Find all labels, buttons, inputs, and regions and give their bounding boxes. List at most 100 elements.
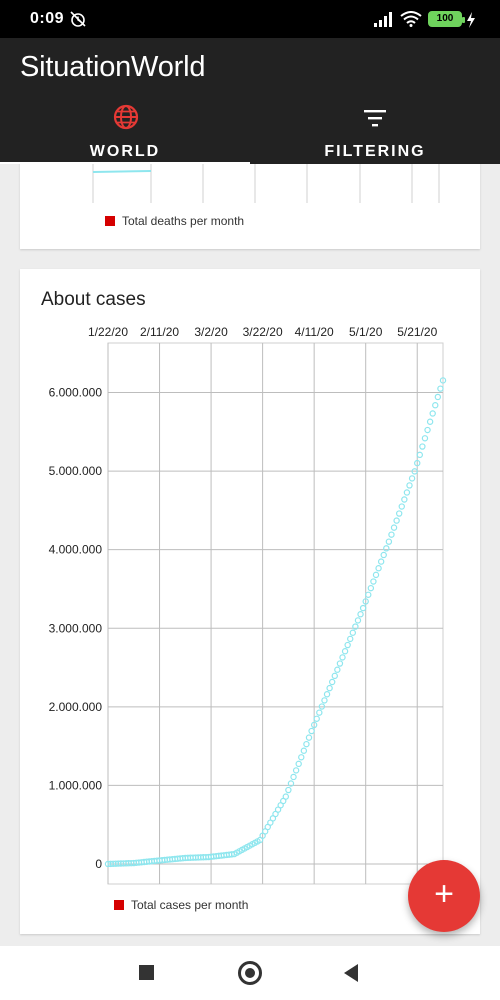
filter-icon (364, 110, 386, 127)
data-point (303, 740, 310, 748)
x-tick-label: 5/1/20 (349, 325, 383, 339)
data-point (313, 715, 320, 722)
home-button[interactable] (238, 961, 262, 985)
data-point (295, 760, 302, 768)
data-point (305, 734, 313, 741)
data-point (341, 648, 349, 655)
cases-legend: Total cases per month (114, 898, 248, 912)
y-tick-label: 6.000.000 (49, 386, 103, 400)
signal-icon (374, 12, 392, 27)
back-button[interactable] (344, 964, 358, 982)
data-point (411, 468, 418, 475)
globe-icon (113, 104, 139, 130)
data-point (352, 623, 359, 630)
data-point (331, 672, 338, 680)
x-tick-label: 3/2/20 (194, 325, 228, 339)
y-tick-label: 3.000.000 (49, 621, 103, 635)
data-point (339, 654, 346, 661)
cases-chart: 1/22/20 2/11/20 3/2/20 3/22/20 4/11/20 5/1/20… (49, 325, 447, 885)
card-title: About cases (41, 289, 146, 310)
data-point (308, 727, 315, 735)
data-point (370, 578, 377, 585)
x-tick-label: 2/11/20 (140, 325, 179, 339)
data-point (380, 551, 387, 559)
legend-marker (105, 216, 115, 226)
cases-legend-label: Total cases per month (131, 898, 249, 912)
y-tick-label: 5.000.000 (49, 464, 103, 478)
data-point (328, 678, 336, 686)
data-point (437, 385, 444, 392)
data-point (385, 538, 393, 545)
y-tick-label: 0 (95, 857, 102, 871)
data-point (321, 697, 328, 704)
tab-world-label: WORLD (89, 143, 161, 160)
app-title: SituationWorld (20, 51, 206, 83)
data-point (326, 684, 333, 692)
data-point (318, 703, 326, 710)
data-point (408, 475, 416, 482)
data-point (310, 721, 318, 729)
data-point (375, 565, 382, 572)
data-point (395, 510, 403, 517)
data-point (388, 531, 395, 538)
data-point (434, 393, 442, 401)
wifi-icon (400, 11, 422, 27)
charging-icon (467, 12, 475, 28)
data-point (401, 496, 408, 503)
x-tick-label: 3/22/20 (243, 325, 283, 339)
data-point (414, 459, 421, 467)
data-point (367, 584, 375, 592)
app-bar: SituationWorld WORLD FILTERING (0, 38, 500, 164)
deaths-chart-grid (92, 164, 440, 203)
data-point (300, 747, 308, 754)
data-point (349, 629, 357, 636)
data-point (377, 558, 385, 565)
system-nav-bar (0, 946, 500, 1000)
y-tick-label: 4.000.000 (49, 543, 103, 557)
data-point (429, 410, 436, 417)
data-point (439, 377, 447, 384)
data-point (334, 666, 341, 673)
data-point (372, 571, 380, 579)
data-point (336, 660, 344, 667)
data-point (316, 709, 323, 716)
data-point (344, 641, 351, 649)
data-point (393, 517, 400, 524)
add-button[interactable]: + (408, 860, 480, 932)
battery-icon: 100 (428, 11, 465, 27)
tab-filtering[interactable]: FILTERING (250, 100, 500, 162)
data-point (424, 426, 431, 434)
deaths-legend: Total deaths per month (105, 214, 244, 228)
data-point (282, 793, 290, 800)
data-point (298, 754, 305, 761)
content-scroll[interactable]: Total deaths per month About cases 1/22/… (0, 164, 500, 946)
data-point (416, 451, 424, 459)
data-point (406, 482, 413, 489)
data-point (292, 767, 300, 774)
tab-world[interactable]: WORLD (0, 100, 250, 162)
recent-apps-button[interactable] (139, 965, 154, 980)
data-point (403, 489, 411, 496)
legend-marker (114, 900, 124, 910)
deaths-legend-label: Total deaths per month (122, 214, 245, 228)
data-point (398, 503, 405, 510)
plot-frame (107, 342, 444, 885)
data-point (419, 443, 426, 450)
data-point (347, 635, 354, 643)
deaths-chart-card: Total deaths per month (20, 164, 480, 249)
x-tick-label: 1/22/20 (88, 325, 128, 339)
data-point (365, 591, 372, 598)
data-point (426, 418, 434, 425)
tab-filtering-label: FILTERING (324, 143, 426, 160)
y-tick-label: 1.000.000 (49, 778, 103, 792)
data-point (383, 545, 390, 552)
x-tick-label: 4/11/20 (295, 325, 334, 339)
battery-level: 100 (436, 13, 454, 24)
data-point (287, 780, 295, 787)
data-point (354, 617, 362, 624)
data-point (359, 604, 367, 612)
data-point (432, 402, 439, 409)
cases-chart-card: About cases 1/22/20 2/11/20 3/2/20 3/22/20 4… (20, 269, 480, 934)
alarm-off-icon (70, 11, 86, 27)
data-point (357, 611, 364, 618)
